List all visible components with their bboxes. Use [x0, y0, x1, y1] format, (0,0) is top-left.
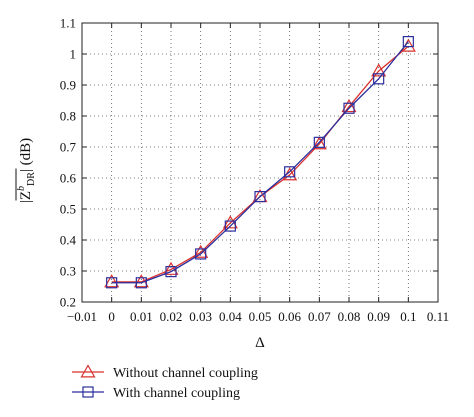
legend: Without channel coupling With channel cou… — [72, 364, 258, 401]
x-tick-label: 0.01 — [130, 309, 153, 324]
grid — [82, 23, 438, 302]
data-point — [373, 73, 385, 85]
legend-marker — [82, 386, 94, 398]
y-tick-label: 0.2 — [60, 295, 76, 310]
y-tick-labels: 0.2 0.3 0.4 0.5 0.6 0.7 0.8 0.9 1 1.1 — [60, 16, 77, 310]
x-tick-label: 0.04 — [219, 309, 242, 324]
y-axis-label-main: |Z — [18, 191, 34, 203]
series-2 — [106, 35, 414, 289]
y-axis-label-superscript: b — [16, 186, 27, 191]
y-tick-label: 0.6 — [60, 171, 77, 186]
y-axis-label-subscript: DR — [26, 172, 37, 186]
y-axis-label: |ZbDR| (dB) — [15, 138, 37, 203]
legend-item: With channel coupling — [72, 386, 240, 401]
plot-frame — [81, 22, 439, 303]
legend-label: With channel coupling — [113, 386, 240, 401]
y-tick-label: 1 — [70, 47, 77, 62]
x-tick-label: 0.02 — [160, 309, 183, 324]
data-point — [371, 63, 387, 77]
data-point — [195, 248, 207, 260]
x-tick-label: 0.07 — [308, 309, 331, 324]
data-point — [224, 220, 236, 232]
y-tick-label: 0.4 — [60, 233, 77, 248]
legend-label: Without channel coupling — [113, 366, 258, 381]
data-point — [311, 136, 327, 150]
data-point — [343, 102, 355, 114]
data-point — [163, 261, 179, 275]
x-tick-label: −0.01 — [67, 309, 97, 324]
data-point — [106, 277, 118, 289]
data-point — [165, 266, 177, 278]
data-point — [402, 35, 414, 48]
series-line — [111, 45, 409, 283]
data-point — [313, 136, 325, 148]
data-point — [104, 274, 120, 288]
svg-text:|ZbDR| (dB): |ZbDR| (dB) — [16, 138, 37, 203]
y-axis-label-unit: | (dB) — [18, 138, 34, 172]
y-tick-label: 0.7 — [60, 140, 77, 155]
x-tick-label: 0.1 — [400, 309, 416, 324]
series-layer — [104, 35, 416, 289]
y-tick-label: 0.8 — [60, 109, 76, 124]
ticks — [81, 22, 439, 303]
data-point — [254, 191, 266, 203]
x-tick-labels: −0.01 0 0.01 0.02 0.03 0.04 0.05 0.06 0.07 0.08 0.… — [67, 309, 449, 324]
x-tick-label: 0 — [108, 309, 115, 324]
y-tick-label: 0.3 — [60, 264, 76, 279]
x-tick-label: 0.06 — [278, 309, 301, 324]
data-point — [135, 277, 147, 289]
data-point — [284, 166, 296, 178]
series-line — [111, 41, 409, 284]
legend-marker — [80, 364, 96, 378]
x-tick-label: 0.03 — [189, 309, 212, 324]
x-axis-label: Δ — [255, 335, 265, 351]
legend-item: Without channel coupling — [72, 364, 258, 381]
x-tick-label: 0.08 — [338, 309, 361, 324]
y-tick-label: 1.1 — [60, 16, 76, 31]
x-tick-label: 0.09 — [367, 309, 390, 324]
y-tick-label: 0.5 — [60, 202, 76, 217]
x-tick-label: 0.05 — [249, 309, 272, 324]
y-tick-label: 0.9 — [60, 78, 76, 93]
x-tick-label: 0.11 — [427, 309, 449, 324]
